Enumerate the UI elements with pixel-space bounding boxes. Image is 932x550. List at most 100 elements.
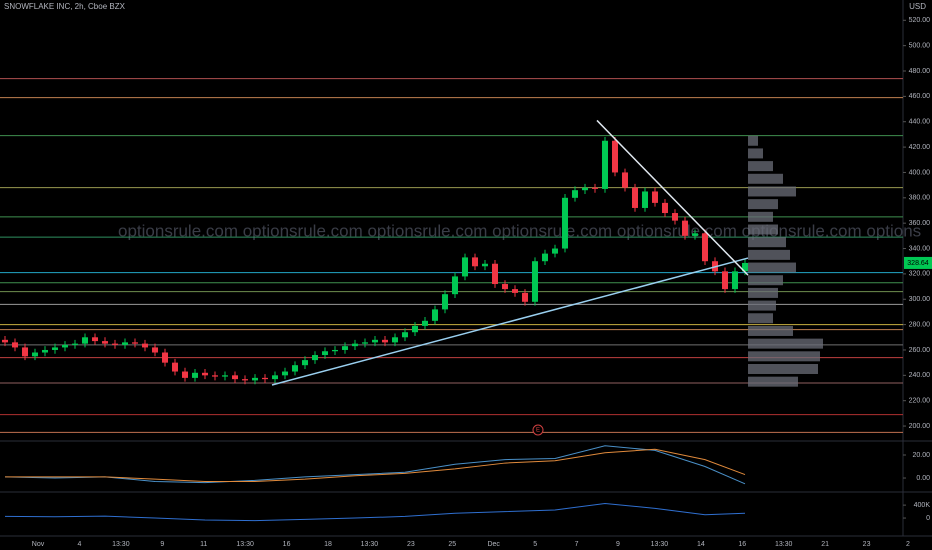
x-tick-label: 11	[200, 541, 207, 548]
x-tick-label: 5	[533, 541, 537, 548]
x-tick-label: 4	[77, 541, 81, 548]
candle-body	[452, 276, 458, 295]
y-tick-label: 220.00	[909, 398, 931, 405]
candle-body	[142, 343, 148, 348]
x-tick-label: 9	[616, 541, 620, 548]
last-price-label: 328.64	[907, 260, 929, 267]
y-tick-label: 400.00	[909, 169, 931, 176]
y-tick-label: 200.00	[909, 423, 931, 430]
candle-body	[282, 371, 288, 376]
volume-profile-bar	[748, 211, 773, 222]
candle-body	[372, 339, 378, 343]
y-tick-label: 400K	[914, 502, 931, 509]
candle-body	[122, 342, 128, 345]
y-tick-label: 420.00	[909, 144, 931, 151]
y-tick-label: 300.00	[909, 296, 931, 303]
volume-profile-bar	[748, 262, 796, 273]
candle-body	[262, 377, 268, 380]
candle-body	[102, 341, 108, 344]
indicator-line	[4, 445, 746, 485]
candle-body	[492, 263, 498, 285]
candle-body	[362, 342, 368, 344]
candle-body	[292, 365, 298, 372]
candle-body	[722, 271, 728, 290]
candle-body	[542, 253, 548, 262]
candle-body	[152, 347, 158, 353]
x-tick-label: 18	[324, 541, 332, 548]
candle-body	[312, 355, 318, 361]
candle-body	[622, 172, 628, 188]
candle-body	[602, 140, 608, 189]
y-tick-label: 460.00	[909, 93, 931, 100]
candle-body	[352, 343, 358, 347]
volume-profile-bar	[748, 363, 818, 374]
volume-profile-bar	[748, 275, 783, 286]
volume-profile-bar	[748, 313, 773, 324]
volume-profile-bar	[748, 173, 783, 184]
candle-body	[642, 191, 648, 208]
candle-body	[32, 352, 38, 357]
x-tick-label: 23	[863, 541, 871, 548]
candle-body	[512, 289, 518, 293]
earnings-badge	[532, 424, 544, 436]
earnings-label: E	[536, 428, 540, 434]
candle-body	[342, 346, 348, 350]
candle-body	[472, 257, 478, 267]
candle-body	[2, 339, 8, 343]
candle-body	[402, 332, 408, 338]
y-tick-label: 240.00	[909, 372, 931, 379]
y-tick-label: 280.00	[909, 321, 931, 328]
volume-profile-bar	[748, 287, 778, 298]
x-tick-label: 16	[283, 541, 291, 548]
candle-body	[442, 294, 448, 310]
candle-body	[52, 347, 58, 350]
candle-body	[742, 262, 748, 272]
x-tick-label: 9	[160, 541, 164, 548]
candle-body	[82, 337, 88, 344]
candle-body	[242, 379, 248, 381]
watermark: optionsrule.com optionsrule.com optionsr…	[118, 221, 921, 240]
candle-body	[332, 349, 338, 352]
candle-body	[192, 372, 198, 378]
last-price-box	[904, 256, 932, 269]
candle-body	[232, 375, 238, 380]
candle-body	[562, 197, 568, 249]
y-tick-label: 520.00	[909, 17, 931, 24]
candle-body	[552, 248, 558, 254]
indicator-line	[5, 448, 746, 482]
candle-body	[732, 271, 738, 290]
candle-body	[112, 343, 118, 345]
candle-body	[482, 263, 488, 267]
candle-body	[132, 342, 138, 344]
y-tick-label: 0.00	[916, 475, 930, 482]
y-axis-label: USD	[909, 2, 926, 11]
x-tick-label: Dec	[487, 541, 500, 548]
candle-body	[12, 342, 18, 348]
candle-body	[582, 187, 588, 191]
candle-body	[162, 352, 168, 363]
candle-body	[22, 347, 28, 357]
trendline	[596, 119, 749, 276]
trendline	[271, 257, 749, 386]
x-tick-label: Nov	[32, 541, 45, 548]
indicator-line	[4, 502, 746, 522]
x-tick-label: 23	[407, 541, 415, 548]
y-tick-label: 480.00	[909, 68, 931, 75]
candle-body	[632, 187, 638, 208]
candle-body	[72, 343, 78, 345]
x-tick-label: 14	[697, 541, 705, 548]
y-tick-label: 320.00	[909, 271, 931, 278]
x-tick-label: 2	[906, 541, 910, 548]
x-tick-label: 13:30	[112, 541, 130, 548]
y-tick-label: 500.00	[909, 42, 931, 49]
candle-body	[382, 339, 388, 343]
candle-body	[592, 187, 598, 189]
x-tick-label: 13:30	[775, 541, 793, 548]
candle-body	[322, 351, 328, 356]
candle-body	[182, 371, 188, 378]
candle-body	[272, 375, 278, 380]
candle-body	[412, 325, 418, 333]
y-tick-label: 380.00	[909, 195, 931, 202]
volume-profile-bar	[748, 351, 820, 362]
x-tick-label: 21	[821, 541, 829, 548]
